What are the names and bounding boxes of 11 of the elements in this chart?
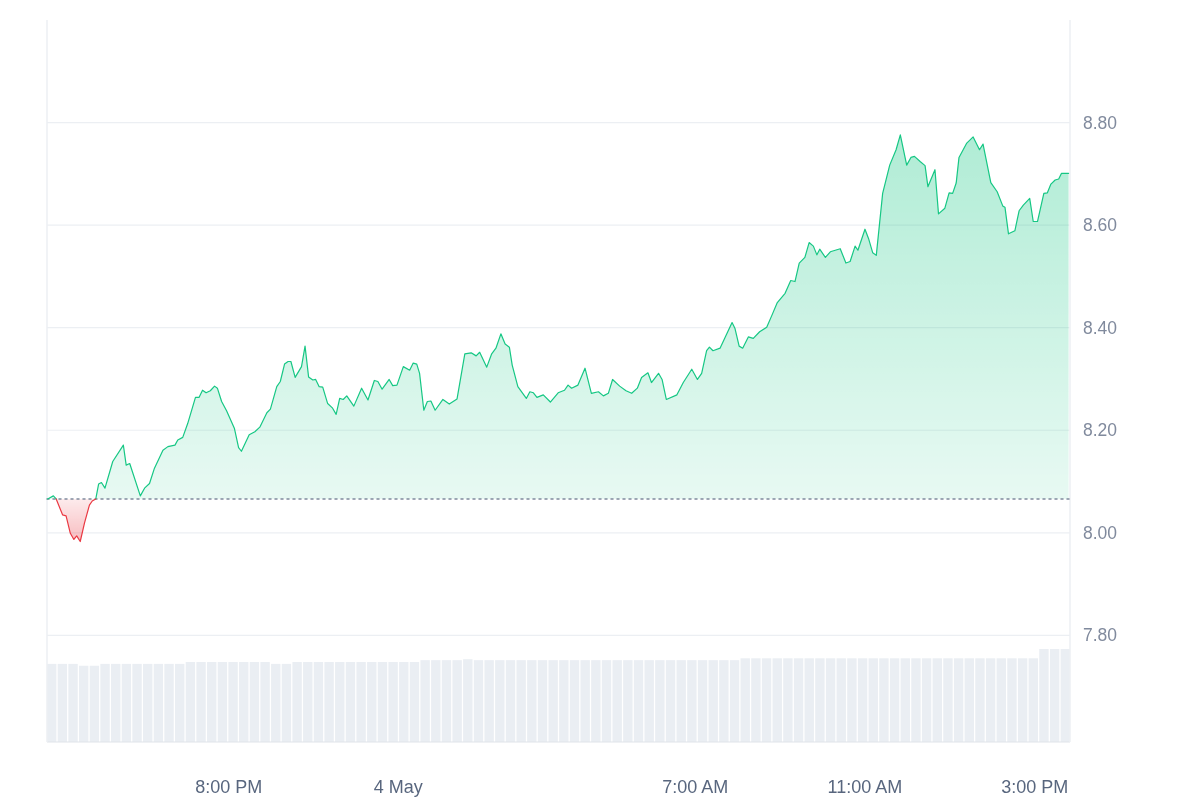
y-tick-label: 8.00 xyxy=(1083,522,1118,543)
x-tick-label: 3:00 PM xyxy=(1001,777,1069,797)
y-tick-label: 8.60 xyxy=(1083,215,1118,236)
x-tick-label: 8:00 PM xyxy=(195,777,263,797)
y-tick-label: 8.40 xyxy=(1083,317,1118,338)
y-tick-label: 8.80 xyxy=(1083,112,1118,133)
x-tick-label: 11:00 AM xyxy=(827,777,903,797)
x-tick-label: 4 May xyxy=(373,777,423,797)
x-tick-label: 7:00 AM xyxy=(662,777,729,797)
y-tick-label: 7.80 xyxy=(1083,625,1118,646)
y-tick-label: 8.20 xyxy=(1083,420,1118,441)
